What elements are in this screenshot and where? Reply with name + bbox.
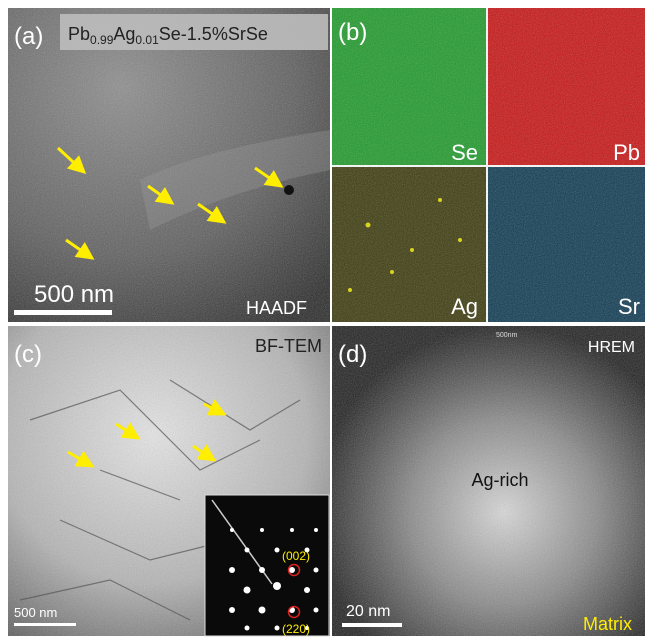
matrix-label: Matrix: [583, 614, 632, 634]
scale-bar: [342, 623, 402, 627]
arrow: [197, 202, 227, 224]
region-label: Ag-rich: [471, 470, 528, 490]
panel-d: (d) HREM 500nm Ag-rich 20 nm Matrix: [332, 326, 645, 636]
map-label: Sr: [618, 294, 640, 319]
arrow: [203, 399, 227, 416]
element: Ag: [113, 24, 135, 44]
panel-a: (a) Pb0.99Ag0.01Se-1.5%SrSe 500 nm HAADF: [8, 8, 330, 322]
image-texture: [332, 326, 645, 636]
ag-spots: [348, 198, 462, 292]
arrows: [56, 146, 284, 260]
arrow: [115, 422, 141, 440]
panel-label: (b): [338, 19, 367, 46]
scale-bar-label: 500 nm: [34, 281, 114, 308]
arrow: [65, 238, 95, 260]
arrow: [147, 184, 175, 205]
subscript: 0.99: [90, 33, 114, 47]
spot-label: (220): [282, 622, 310, 636]
map-label: Pb: [613, 140, 640, 165]
panel-label: (a): [14, 23, 43, 50]
arrow: [67, 450, 95, 468]
subscript: 0.01: [135, 33, 159, 47]
scale-bar-label: 20 nm: [346, 603, 390, 620]
spot-marker: [287, 563, 301, 577]
panel-b: (b) Se Pb Ag Sr: [332, 8, 645, 322]
panel-label: (d): [338, 341, 367, 368]
scale-bar: [14, 623, 76, 626]
image-texture: [8, 8, 330, 322]
dislocations: [19, 379, 301, 621]
corner-text: 500nm: [496, 332, 518, 339]
mode-label: HREM: [588, 339, 635, 356]
spot-marker: [287, 605, 301, 619]
arrows: [67, 399, 227, 468]
composition-box: [60, 14, 328, 50]
diffraction-inset: (002) (220): [204, 494, 330, 637]
scale-bar-label: 500 nm: [14, 605, 57, 620]
composition: Pb0.99Ag0.01Se-1.5%SrSe: [68, 24, 268, 47]
arrow: [254, 166, 284, 188]
grain: [140, 130, 330, 230]
mode-label: BF-TEM: [255, 336, 322, 356]
spot-label: (002): [282, 549, 310, 563]
arrow: [56, 146, 87, 175]
panel-c: (c) BF-TEM 500 nm (002) (220): [8, 326, 330, 637]
map-texture: [332, 8, 645, 322]
panel-label: (c): [14, 341, 42, 368]
arrow: [192, 444, 217, 462]
element: Pb: [68, 24, 90, 44]
mode-label: HAADF: [246, 298, 307, 318]
particle: [284, 185, 294, 195]
map-label: Se: [451, 140, 478, 165]
element: Se-1.5%SrSe: [159, 24, 268, 44]
scale-bar: [14, 310, 112, 315]
map-label: Ag: [451, 294, 478, 319]
spots: [229, 528, 319, 631]
